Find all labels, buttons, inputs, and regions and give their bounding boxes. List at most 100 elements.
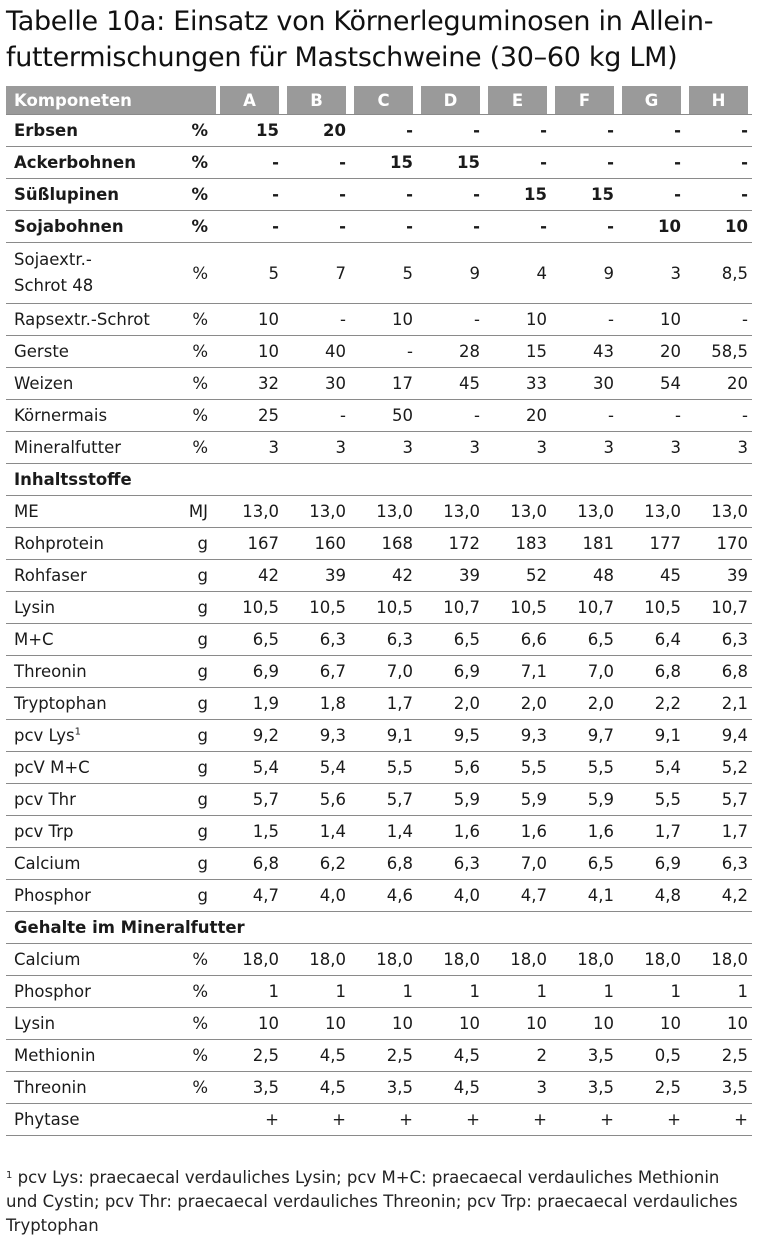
row-label-text: Ackerbohnen: [14, 153, 136, 172]
cell-e: 7,0: [484, 848, 551, 880]
cell-h: -: [685, 400, 752, 432]
cell-e: 3: [484, 1072, 551, 1104]
cell-b: 9,3: [283, 720, 350, 752]
row-unit: g: [174, 624, 216, 656]
row-label-text: Lysin: [14, 1014, 56, 1033]
cell-g: 10,5: [618, 592, 685, 624]
row-unit: %: [174, 304, 216, 336]
cell-e: -: [484, 147, 551, 179]
cell-b: 4,5: [283, 1040, 350, 1072]
cell-g: 5,5: [618, 784, 685, 816]
cell-b: 6,2: [283, 848, 350, 880]
cell-f: -: [551, 147, 618, 179]
row-label: Weizen: [6, 368, 174, 400]
cell-a: +: [216, 1104, 283, 1136]
row-unit: %: [174, 1040, 216, 1072]
table-row: Weizen% 32 30 17 45 33 30 54 20: [6, 368, 752, 400]
table-row: Rohprotein g 167 160 168 172 183 181 177 170: [6, 528, 752, 560]
row-label-text: Erbsen: [14, 121, 78, 140]
cell-e: 15: [484, 336, 551, 368]
cell-f: 43: [551, 336, 618, 368]
cell-b: -: [283, 147, 350, 179]
row-label: pcV M+C: [6, 752, 174, 784]
table-row: Rapsextr.-Schrot% 10-10-10-10-: [6, 304, 752, 336]
row-label: pcv Thr: [6, 784, 174, 816]
cell-a: 6,8: [216, 848, 283, 880]
title-line-2: futtermischungen für Mastschweine (30–60…: [6, 42, 678, 73]
cell-c: 3: [350, 432, 417, 464]
cell-h: 18,0: [685, 944, 752, 976]
cell-a: 9,2: [216, 720, 283, 752]
row-label-text: Phosphor: [14, 886, 91, 905]
table-row: Gerste% 10 40-28 15 43 20 58,5: [6, 336, 752, 368]
cell-b: 10,5: [283, 592, 350, 624]
cell-h: 3: [685, 432, 752, 464]
cell-d: 172: [417, 528, 484, 560]
cell-a: 6,9: [216, 656, 283, 688]
cell-g: -: [618, 114, 685, 147]
cell-c: 7,0: [350, 656, 417, 688]
cell-d: -: [417, 211, 484, 243]
row-unit: %: [174, 944, 216, 976]
section-row: Gehalte im Mineralfutter: [6, 912, 752, 944]
row-label-text-line-2: Schrot 48: [14, 276, 94, 295]
cell-d: +: [417, 1104, 484, 1136]
cell-h: 170: [685, 528, 752, 560]
row-unit: %: [174, 400, 216, 432]
cell-g: 2,5: [618, 1072, 685, 1104]
cell-a: 3,5: [216, 1072, 283, 1104]
cell-b: 160: [283, 528, 350, 560]
cell-b: 4,5: [283, 1072, 350, 1104]
cell-h: 10: [685, 1008, 752, 1040]
cell-c: -: [350, 179, 417, 211]
cell-d: 10,7: [417, 592, 484, 624]
table-row: Calcium% 18,0 18,0 18,0 18,0 18,0 18,0 18,0 18,0: [6, 944, 752, 976]
table-row: Lysin% 10 10 10 10 10 10 10 10: [6, 1008, 752, 1040]
row-label: Rohprotein: [6, 528, 174, 560]
cell-d: 6,3: [417, 848, 484, 880]
cell-f: 9,7: [551, 720, 618, 752]
cell-h: 6,8: [685, 656, 752, 688]
row-label-text: Calcium: [14, 854, 81, 873]
cell-c: 4,6: [350, 880, 417, 912]
cell-f: 10,7: [551, 592, 618, 624]
cell-c: -: [350, 211, 417, 243]
cell-c: 1,7: [350, 688, 417, 720]
row-label: Körnermais: [6, 400, 174, 432]
cell-d: 1: [417, 976, 484, 1008]
header-column-g: G: [618, 86, 685, 114]
cell-b: 5,4: [283, 752, 350, 784]
cell-d: 6,9: [417, 656, 484, 688]
row-unit: g: [174, 688, 216, 720]
cell-g: 1: [618, 976, 685, 1008]
cell-f: 9: [551, 243, 618, 304]
cell-g: 10: [618, 211, 685, 243]
table-row: Rohfaser g 42 39 42 39 52 48 45 39: [6, 560, 752, 592]
table-row: ME MJ 13,0 13,0 13,0 13,0 13,0 13,0 13,0 13,0: [6, 496, 752, 528]
cell-e: 3: [484, 432, 551, 464]
cell-e: 10: [484, 1008, 551, 1040]
cell-h: -: [685, 179, 752, 211]
row-label-text: Tryptophan: [14, 694, 107, 713]
cell-f: -: [551, 400, 618, 432]
cell-c: 2,5: [350, 1040, 417, 1072]
cell-e: 4: [484, 243, 551, 304]
table-row: Mineralfutter% 3 3 3 3 3 3 3 3: [6, 432, 752, 464]
cell-d: 15: [417, 147, 484, 179]
row-label-text: pcv Trp: [14, 822, 74, 841]
row-label-text: Threonin: [14, 1078, 87, 1097]
cell-f: 2,0: [551, 688, 618, 720]
cell-a: 18,0: [216, 944, 283, 976]
cell-e: 5,9: [484, 784, 551, 816]
section-row: Inhaltsstoffe: [6, 464, 752, 496]
cell-h: 1: [685, 976, 752, 1008]
row-label-text: Süßlupinen: [14, 185, 120, 204]
cell-a: 1,5: [216, 816, 283, 848]
cell-a: 10: [216, 336, 283, 368]
cell-e: 15: [484, 179, 551, 211]
row-unit: g: [174, 784, 216, 816]
cell-c: 10: [350, 1008, 417, 1040]
row-unit: g: [174, 592, 216, 624]
cell-b: -: [283, 211, 350, 243]
